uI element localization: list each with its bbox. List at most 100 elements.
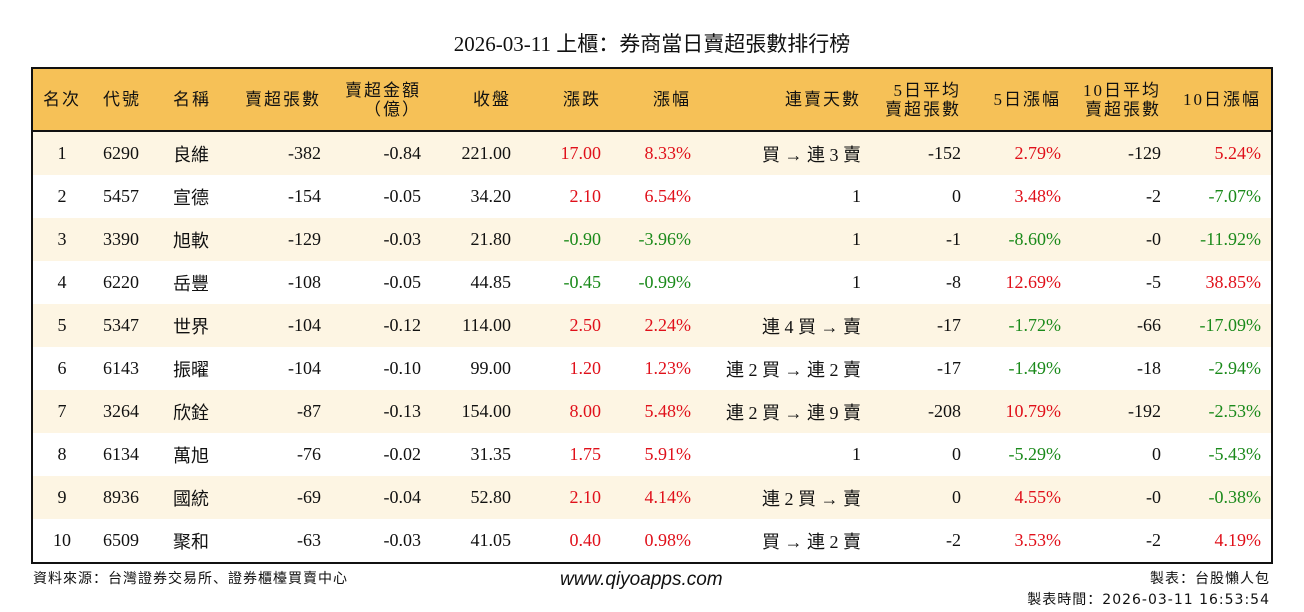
table-cell: 國統 xyxy=(161,476,241,519)
table-cell: 10 xyxy=(53,530,71,550)
table-cell: 3390 xyxy=(91,218,161,261)
table-row: 2 5457 宣德 -154 -0.05 34.20 2.10 6.54% 1 0 3.48% -2 -… xyxy=(32,175,1272,218)
table-cell: 21.80 xyxy=(431,218,521,261)
table-cell: 連 2 買 → 連 9 賣 xyxy=(701,390,871,433)
generated-time: 製表時間：2026-03-11 16:53:54 xyxy=(1027,592,1270,608)
table-cell: -104 xyxy=(241,304,331,347)
table-cell: -0 xyxy=(1071,476,1171,519)
table-cell: 1 xyxy=(701,218,871,261)
column-header: 連賣天數 xyxy=(701,68,871,132)
ranking-table: 名次 代號 名稱 賣超張數 賣超金額 （億） 收盤 漲跌 漲幅 連賣天數 5日平均 賣超張數 5日漲… xyxy=(31,67,1273,564)
table-cell: -104 xyxy=(288,358,321,378)
table-cell: 旭軟 xyxy=(161,218,241,261)
table-cell: 欣銓 xyxy=(161,390,241,433)
table-cell: 8.00 xyxy=(521,390,611,433)
page-title: 2026-03-11 上櫃：券商當日賣超張數排行榜 xyxy=(453,32,851,56)
table-cell: 2.79% xyxy=(971,131,1071,175)
table-cell: -0.05 xyxy=(383,186,422,206)
table-cell: 1 xyxy=(852,272,861,292)
table-cell: -0.02 xyxy=(383,444,422,464)
table-cell: -208 xyxy=(871,390,971,433)
table-cell: 0 xyxy=(1152,444,1161,464)
table-cell: -3.96% xyxy=(611,218,701,261)
table-cell: 10.79% xyxy=(971,390,1071,433)
table-row: 5 5347 世界 -104 -0.12 114.00 2.50 2.24% 連 4 買 → 賣… xyxy=(32,304,1272,347)
table-cell: -0.99% xyxy=(638,272,692,292)
table-cell: 1 xyxy=(852,444,861,464)
table-cell: 6220 xyxy=(103,272,139,292)
table-cell: 6290 xyxy=(91,131,161,175)
maker-credit: 製表：台股懶人包 xyxy=(1150,571,1270,587)
table-cell: 3.53% xyxy=(1014,530,1062,550)
table-cell: -0.03 xyxy=(331,218,431,261)
table-cell: 1.75 xyxy=(569,444,602,464)
table-cell: 1.20 xyxy=(569,358,602,378)
table-cell: 0.40 xyxy=(569,530,602,550)
column-header: 5日漲幅 xyxy=(971,68,1071,132)
column-header: 漲幅 xyxy=(611,68,701,132)
table-cell: 4.55% xyxy=(971,476,1071,519)
table-cell: 萬旭 xyxy=(173,445,209,466)
column-header: 漲跌 xyxy=(521,68,611,132)
table-cell: -11.92% xyxy=(1171,218,1272,261)
table-cell: 9 xyxy=(32,476,91,519)
table-cell: 221.00 xyxy=(431,131,521,175)
table-cell: 岳豐 xyxy=(173,273,209,294)
website-link[interactable]: www.qiyoapps.com xyxy=(560,569,723,590)
table-cell: 38.85% xyxy=(1205,272,1262,292)
table-cell: 8 xyxy=(57,444,67,464)
table-cell: -2.53% xyxy=(1171,390,1272,433)
table-cell: 1 xyxy=(852,186,861,206)
table-cell: 99.00 xyxy=(470,358,512,378)
table-cell: 6.54% xyxy=(644,186,692,206)
table-cell: 31.35 xyxy=(470,444,512,464)
table-cell: 8.33% xyxy=(611,131,701,175)
table-cell: -17 xyxy=(937,358,961,378)
table-cell: -0.04 xyxy=(331,476,431,519)
table-cell: -108 xyxy=(288,272,321,292)
table-cell: -382 xyxy=(241,131,331,175)
table-cell: -7.07% xyxy=(1208,186,1262,206)
table-cell: 6509 xyxy=(103,530,139,550)
table-cell: -0 xyxy=(1071,218,1171,261)
table-cell: -0.38% xyxy=(1171,476,1272,519)
table-cell: 4 xyxy=(57,272,67,292)
column-header: 名稱 xyxy=(161,68,241,132)
table-cell: -69 xyxy=(241,476,331,519)
table-cell: 5.24% xyxy=(1171,131,1272,175)
table-cell: 世界 xyxy=(161,304,241,347)
table-cell: 6143 xyxy=(103,358,139,378)
table-cell: 114.00 xyxy=(431,304,521,347)
table-row: 10 6509 聚和 -63 -0.03 41.05 0.40 0.98% 買 → 連 2 賣 -… xyxy=(32,519,1272,563)
table-cell: -2.94% xyxy=(1208,358,1262,378)
table-cell: 良維 xyxy=(161,131,241,175)
table-row: 1 6290 良維 -382 -0.84 221.00 17.00 8.33% 買 → 連 3 … xyxy=(32,131,1272,175)
table-cell: 6134 xyxy=(103,444,139,464)
table-row: 8 6134 萬旭 -76 -0.02 31.35 1.75 5.91% 1 0 -5.29% 0 -5… xyxy=(32,433,1272,476)
table-cell: 8936 xyxy=(91,476,161,519)
table-cell: -1.72% xyxy=(971,304,1071,347)
table-cell: 5.48% xyxy=(611,390,701,433)
table-cell: 52.80 xyxy=(431,476,521,519)
table-cell: 聚和 xyxy=(173,531,209,552)
table-cell: -66 xyxy=(1071,304,1171,347)
table-cell: 17.00 xyxy=(521,131,611,175)
table-cell: -152 xyxy=(871,131,971,175)
table-cell: 振曜 xyxy=(173,359,209,380)
table-cell: -8.60% xyxy=(971,218,1071,261)
table-cell: -2 xyxy=(1146,186,1161,206)
table-cell: -5.43% xyxy=(1208,444,1262,464)
table-cell: -17 xyxy=(871,304,971,347)
table-cell: 5.91% xyxy=(644,444,692,464)
table-cell: 買 → 連 3 賣 xyxy=(701,131,871,175)
table-cell: 0 xyxy=(952,186,961,206)
table-cell: 154.00 xyxy=(431,390,521,433)
table-cell: -0.05 xyxy=(383,272,422,292)
table-cell: -17.09% xyxy=(1171,304,1272,347)
table-cell: 2.10 xyxy=(521,476,611,519)
table-cell: 6 xyxy=(57,358,67,378)
table-cell: 3.48% xyxy=(1014,186,1062,206)
table-cell: -192 xyxy=(1071,390,1171,433)
table-cell: 2 xyxy=(57,186,67,206)
table-cell: 5347 xyxy=(91,304,161,347)
